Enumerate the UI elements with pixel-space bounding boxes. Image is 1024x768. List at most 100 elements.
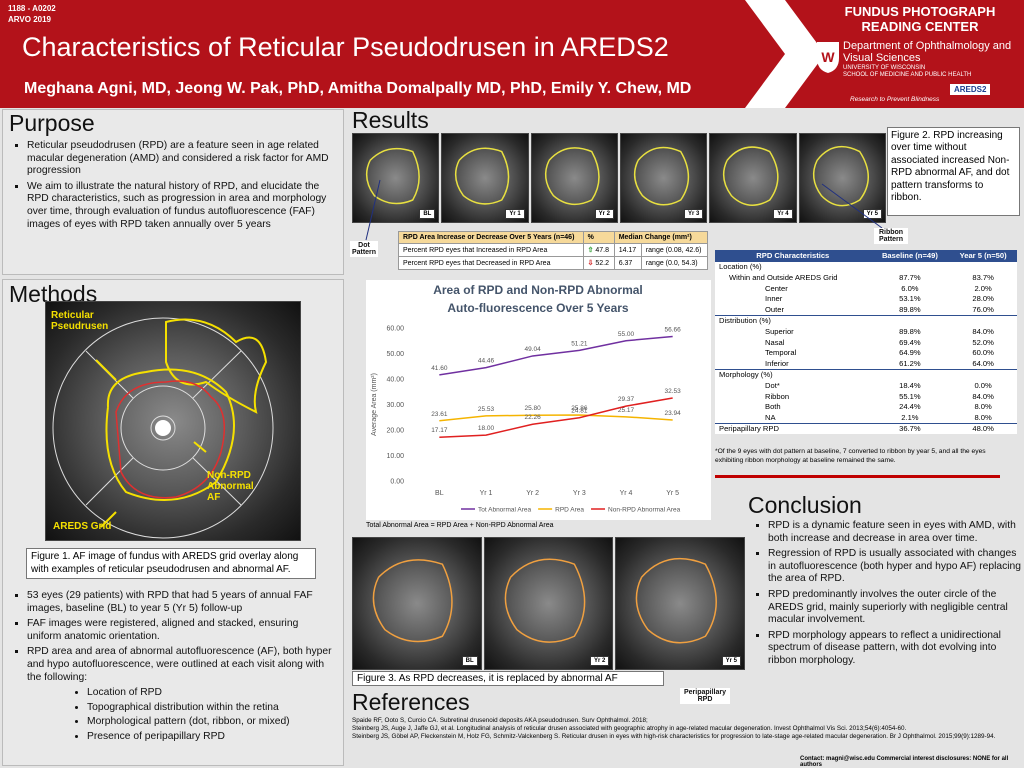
- data-label: 25.80: [525, 405, 542, 412]
- rpd-outline: [813, 147, 868, 206]
- bullet: RPD area and area of abnormal autofluore…: [27, 646, 335, 684]
- callout: Peripapillary RPD: [680, 688, 730, 704]
- data-label: 44.46: [478, 358, 495, 365]
- cell: Inferior: [765, 358, 789, 368]
- data-label: 41.60: [431, 365, 448, 372]
- cell: 36.7%: [870, 422, 950, 435]
- cell: Outer: [765, 304, 784, 314]
- university: UNIVERSITY OF WISCONSIN SCHOOL OF MEDICI…: [843, 65, 971, 79]
- y-tick-label: 30.00: [386, 402, 404, 409]
- outline: [800, 134, 885, 222]
- table-row: Temporal 64.9% 60.0%: [715, 347, 1017, 358]
- center-name: FUNDUS PHOTOGRAPH READING CENTER: [820, 4, 1020, 34]
- header-cell: Median Change (mm²): [613, 231, 709, 244]
- school-name: SCHOOL OF MEDICINE AND PUBLIC HEALTH: [843, 72, 972, 78]
- cell: 14.17: [613, 243, 642, 257]
- header-cell: %: [582, 231, 615, 244]
- table-header: RPD Area Increase or Decrease Over 5 Yea…: [398, 231, 709, 244]
- cell: Ribbon: [765, 391, 790, 401]
- chart-note: Total Abnormal Area = RPD Area + Non-RPD…: [366, 522, 554, 529]
- legend-label: Non-RPD Abnormal Area: [608, 507, 681, 514]
- cell: range (0.08, 42.6): [640, 243, 709, 257]
- methods-panel: Methods Reticular Pseudrusen Non-RPD Abn…: [2, 279, 344, 766]
- figure3-caption: Figure 3. As RPD decreases, it is replac…: [352, 671, 664, 686]
- change-table: RPD Area Increase or Decrease Over 5 Yea…: [398, 231, 709, 270]
- chart-title: Area of RPD and Non-RPD Abnormal: [433, 283, 643, 297]
- section-row: Peripapillary RPD 36.7% 48.0%: [715, 422, 1017, 435]
- section-heading: Conclusion: [748, 492, 862, 518]
- rpd-outline: [545, 148, 598, 204]
- data-label: 55.00: [618, 331, 635, 338]
- cell: Temporal: [765, 348, 797, 358]
- data-label: 56.66: [665, 327, 682, 334]
- header-chevron: [745, 0, 825, 108]
- figure3-strip: BL Yr 2 Yr 5: [352, 537, 746, 670]
- data-label: 25.53: [478, 406, 495, 413]
- cell: 24.4%: [899, 402, 921, 412]
- areds-logo: AREDS2: [950, 84, 991, 95]
- table-footnote: *Of the 9 eyes with dot pattern at basel…: [715, 448, 986, 464]
- cell: 0.0%: [974, 380, 992, 390]
- cell: ⇧ 47.8: [582, 243, 615, 257]
- section-row: Location (%): [715, 260, 1017, 273]
- callout-lines: [365, 179, 883, 241]
- table-row: Outer 89.8% 76.0%: [715, 304, 1017, 315]
- cell: 89.8%: [899, 326, 921, 336]
- table-row: Inner 53.1% 28.0%: [715, 293, 1017, 304]
- x-tick-label: Yr 3: [573, 490, 586, 497]
- image-tag: Yr 1: [505, 209, 525, 219]
- x-tick-label: BL: [435, 490, 444, 497]
- cell: 89.8%: [899, 304, 921, 314]
- table-header: RPD Characteristics Baseline (n=49) Year 5…: [715, 250, 1017, 262]
- section-heading: Location (%): [715, 260, 1017, 273]
- data-label: 32.53: [665, 388, 682, 395]
- image-tag: Yr 2: [590, 656, 610, 666]
- image-tag: Yr 3: [683, 209, 704, 219]
- image-tag: BL: [461, 656, 478, 666]
- characteristics-table: RPD Characteristics Baseline (n=49) Year 5…: [715, 250, 1017, 435]
- reference: Steinberg JS, Göbel AP, Fleckenstein M, …: [352, 733, 996, 740]
- figure2-strip: BL Yr 1 Yr 2 Yr 3 Yr 4 Yr 5: [352, 133, 886, 223]
- image-tag: Yr 4: [773, 209, 793, 219]
- y-tick-label: 0.00: [390, 479, 404, 486]
- cell: 55.1%: [899, 391, 921, 401]
- outline: [353, 538, 481, 669]
- poster-id: 1188 - A0202 ARVO 2019: [8, 3, 56, 25]
- cell: 64.0%: [972, 358, 994, 368]
- y-tick-label: 40.00: [386, 377, 404, 384]
- section-heading: Distribution (%): [715, 314, 1017, 327]
- section-heading: References: [352, 689, 470, 715]
- bullet: 53 eyes (29 patients) with RPD that had …: [27, 590, 335, 615]
- fundus-image: BL: [352, 537, 482, 670]
- table-row: Dot* 18.4% 0.0%: [715, 380, 1017, 391]
- header: 1188 - A0202 ARVO 2019 Characteristics o…: [0, 0, 1024, 108]
- fundus-image: Yr 2: [530, 133, 618, 223]
- figure1-image: [45, 301, 301, 541]
- data-label: 25.17: [618, 407, 635, 414]
- table-row: Ribbon 55.1% 84.0%: [715, 391, 1017, 402]
- cell: 2.1%: [901, 412, 919, 422]
- x-tick-label: Yr 2: [526, 490, 539, 497]
- cell: 83.7%: [972, 272, 994, 282]
- cell: Both: [765, 402, 781, 412]
- outline: [616, 538, 744, 669]
- header-cell: Year 5 (n=50): [949, 250, 1017, 262]
- outline: [621, 134, 706, 222]
- image-tag: Yr 5: [721, 656, 742, 666]
- cell: 53.1%: [899, 294, 921, 304]
- data-label: 22.26: [525, 414, 542, 421]
- abstract-id: 1188 - A0202: [8, 4, 56, 13]
- cell: 8.0%: [974, 402, 992, 412]
- cell: 69.4%: [899, 337, 921, 347]
- cell: Inner: [765, 294, 783, 304]
- cell: 18.4%: [899, 380, 921, 390]
- outline: [353, 134, 438, 222]
- center-line: FUNDUS PHOTOGRAPH: [844, 4, 996, 19]
- cell: 52.0%: [972, 337, 994, 347]
- cell: 84.0%: [972, 326, 994, 336]
- bullet: RPD morphology appears to reflect a unid…: [768, 630, 1022, 668]
- sub-bullet: Location of RPD: [87, 687, 335, 700]
- chart-frame: Area of RPD and Non-RPD Abnormal Auto-flu…: [366, 280, 711, 520]
- figure2-caption: Figure 2. RPD increasing over time witho…: [887, 127, 1020, 216]
- section-heading: Results: [352, 107, 429, 133]
